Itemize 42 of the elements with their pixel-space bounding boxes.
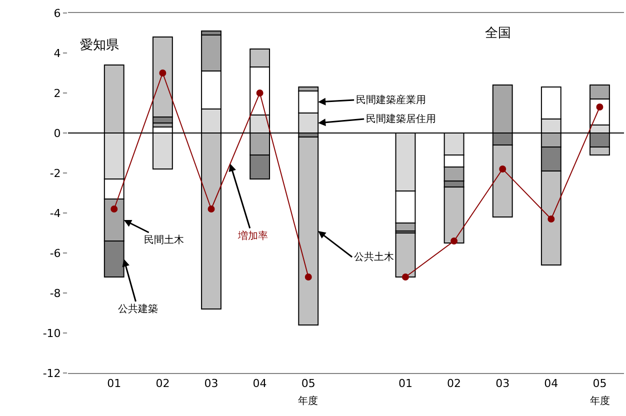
point xyxy=(256,90,264,96)
point xyxy=(499,166,506,172)
x-tick-label: 03 xyxy=(496,377,510,390)
bar xyxy=(395,232,416,278)
point xyxy=(548,216,555,222)
x-tick-label: 04 xyxy=(544,377,558,390)
point xyxy=(159,70,166,76)
x-tick-label: 05 xyxy=(301,377,316,390)
x-tick-label: 02 xyxy=(447,377,462,390)
x-tick-label: 01 xyxy=(398,377,412,390)
point xyxy=(304,274,312,280)
y-tick-label: -10 xyxy=(42,326,61,340)
y-tick-label: 2 xyxy=(54,86,61,100)
x-tick-label: 02 xyxy=(156,377,170,390)
text: 増加率 xyxy=(237,230,268,242)
legend-label: 民間建築産業用 xyxy=(356,94,426,106)
y-tick-label: -2 xyxy=(50,166,61,180)
point xyxy=(402,274,409,280)
series-label: 公共土木 xyxy=(354,251,394,263)
x-tick-label: 04 xyxy=(252,377,267,390)
y-tick-label: -12 xyxy=(42,366,61,380)
y-tick-label: -8 xyxy=(50,286,61,300)
text: 公共建築 xyxy=(118,303,158,315)
text: 民間土木 xyxy=(144,234,184,246)
point xyxy=(110,206,118,212)
x-tick-label: 03 xyxy=(204,377,218,390)
y-tick-label: 6 xyxy=(54,6,61,20)
y-tick-label: 4 xyxy=(54,46,61,60)
text: 年度 xyxy=(590,396,610,407)
annotation: 全国 xyxy=(485,26,511,41)
y-tick-label: -4 xyxy=(50,206,61,220)
x-tick-label: 05 xyxy=(592,377,607,390)
annotation: 愛知県 xyxy=(80,38,119,53)
point xyxy=(596,104,604,110)
point xyxy=(450,238,458,244)
y-tick-label: 0 xyxy=(54,126,61,140)
x-axis-title: 年度 xyxy=(298,395,318,407)
legend-label: 民間建築居住用 xyxy=(366,113,436,125)
bar xyxy=(298,136,319,326)
x-tick-label: 01 xyxy=(107,377,122,390)
point xyxy=(208,206,215,212)
y-tick-label: -6 xyxy=(50,246,61,260)
